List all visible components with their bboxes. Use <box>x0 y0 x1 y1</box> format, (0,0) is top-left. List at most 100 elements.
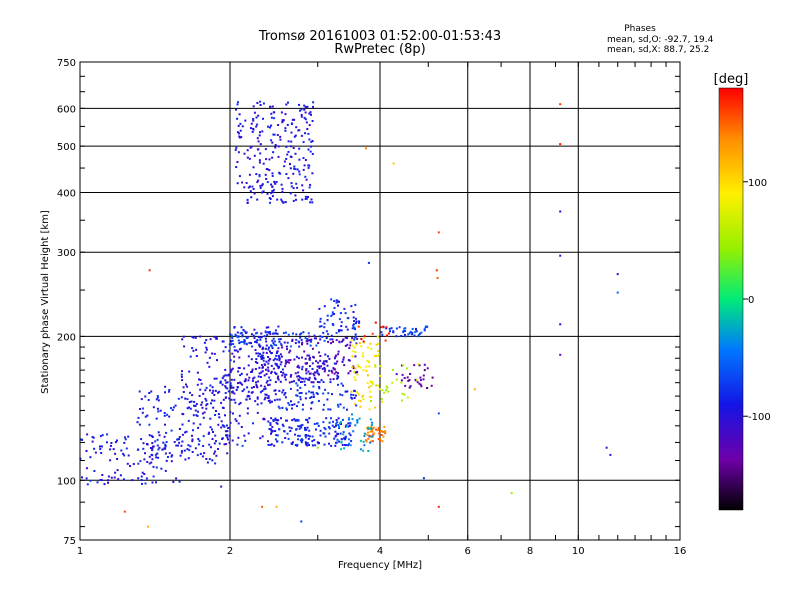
data-point <box>269 332 272 335</box>
data-point <box>292 332 294 335</box>
data-point <box>248 376 251 379</box>
data-point <box>194 336 197 339</box>
data-point <box>307 166 310 169</box>
data-point <box>315 428 317 431</box>
data-point <box>274 332 277 335</box>
data-point <box>243 330 246 333</box>
data-point <box>274 381 277 383</box>
data-point <box>230 384 233 387</box>
data-point <box>241 341 244 343</box>
data-point <box>308 186 311 189</box>
data-point <box>246 336 249 339</box>
data-point <box>144 452 146 455</box>
data-point <box>287 402 290 405</box>
data-point <box>304 383 307 386</box>
data-point <box>127 435 130 438</box>
data-point <box>110 476 113 479</box>
data-point <box>342 358 345 361</box>
data-point <box>296 365 299 368</box>
data-point <box>246 395 249 398</box>
data-point <box>386 386 389 389</box>
data-point <box>286 408 288 411</box>
data-point <box>375 354 377 357</box>
data-point <box>387 390 390 393</box>
data-point <box>304 377 307 380</box>
data-point <box>258 134 261 137</box>
data-point <box>304 337 307 340</box>
data-point <box>317 361 320 364</box>
y-tick-label: 750 <box>57 58 76 69</box>
data-point <box>110 442 113 444</box>
data-point <box>258 159 261 162</box>
data-point <box>400 381 403 384</box>
data-point <box>271 141 274 144</box>
data-point <box>211 392 214 394</box>
data-point <box>141 407 144 410</box>
data-point <box>198 439 201 442</box>
data-point <box>273 332 275 335</box>
data-point <box>337 424 340 426</box>
data-point <box>373 355 376 357</box>
data-point <box>163 414 166 417</box>
data-point <box>277 155 280 158</box>
data-point <box>327 426 330 429</box>
data-point <box>362 449 365 452</box>
data-point <box>308 435 311 438</box>
data-point <box>116 458 119 460</box>
outlier-point <box>275 505 278 508</box>
data-point <box>332 367 335 370</box>
data-point <box>140 475 143 478</box>
data-point <box>225 396 228 399</box>
data-point <box>383 391 386 394</box>
data-point <box>270 429 273 431</box>
data-point <box>112 448 115 451</box>
data-point <box>304 357 307 360</box>
data-point <box>318 351 321 354</box>
colorbar-tick-label: 100 <box>748 178 767 189</box>
data-point <box>232 412 234 415</box>
data-point <box>406 367 408 370</box>
data-point <box>284 437 287 439</box>
data-point <box>291 118 294 121</box>
data-point <box>283 373 286 376</box>
data-point <box>233 355 236 358</box>
data-point <box>376 335 379 338</box>
data-point <box>300 108 303 111</box>
data-point <box>301 365 304 368</box>
data-point <box>139 460 142 463</box>
data-point <box>308 358 311 361</box>
data-point <box>298 434 301 437</box>
data-point <box>231 337 234 339</box>
data-point <box>167 456 169 458</box>
data-point <box>284 127 287 130</box>
data-point <box>157 456 160 459</box>
data-point <box>430 384 433 387</box>
data-point <box>269 379 272 382</box>
data-point <box>257 355 260 358</box>
data-point <box>286 361 289 364</box>
data-point <box>411 333 414 336</box>
data-point <box>377 429 380 432</box>
data-point <box>228 441 231 444</box>
data-point <box>109 444 112 447</box>
data-point <box>274 438 277 441</box>
data-point <box>252 166 255 169</box>
data-point <box>278 407 281 410</box>
data-point <box>322 360 325 363</box>
data-point <box>161 448 164 451</box>
data-point <box>234 333 237 336</box>
data-point <box>208 365 211 368</box>
data-point <box>204 389 207 392</box>
data-point <box>271 105 274 108</box>
data-point <box>156 452 159 455</box>
data-point <box>281 374 284 377</box>
data-point <box>374 321 377 324</box>
data-point <box>374 365 377 368</box>
data-point <box>281 406 284 409</box>
data-point <box>255 173 258 176</box>
data-point <box>203 452 206 455</box>
data-point <box>106 433 109 436</box>
data-point <box>338 341 341 344</box>
data-point <box>291 419 294 422</box>
